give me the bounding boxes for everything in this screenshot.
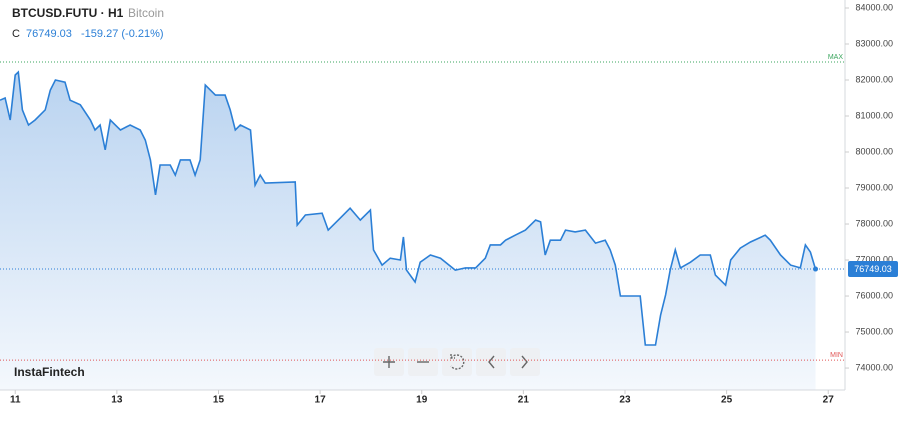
y-tick-label: 74000.00 [855, 362, 893, 372]
y-tick-label: 84000.00 [855, 2, 893, 12]
watermark: InstaFintech [14, 365, 85, 379]
y-tick-label: 76000.00 [855, 290, 893, 300]
y-tick-label: 78000.00 [855, 218, 893, 228]
last-point [813, 266, 819, 272]
x-tick-label: 19 [416, 395, 428, 406]
zoom-in-button[interactable] [374, 348, 404, 376]
y-tick-label: 82000.00 [855, 74, 893, 84]
close-label: C [12, 28, 20, 40]
x-tick-label: 11 [10, 395, 21, 406]
x-tick-label: 13 [111, 395, 123, 406]
max-label: MAX [828, 54, 844, 61]
x-tick-label: 23 [619, 395, 631, 406]
reset-button[interactable] [442, 348, 472, 376]
x-tick-label: 15 [213, 395, 225, 406]
y-tick-label: 81000.00 [855, 110, 893, 120]
y-tick-label: 80000.00 [855, 146, 893, 156]
y-tick-label: 75000.00 [855, 326, 893, 336]
y-tick-label: 77000.00 [855, 254, 893, 264]
last-price-badge [848, 261, 898, 278]
x-tick-label: 21 [518, 395, 530, 406]
y-tick-label: 83000.00 [855, 38, 893, 48]
area-fill [0, 72, 816, 390]
last-price-label: 76749.03 [854, 264, 892, 274]
close-value: 76749.03 [26, 28, 72, 40]
zoom-out-button[interactable] [408, 348, 438, 376]
price-line [0, 70, 817, 346]
scroll-left-button[interactable] [476, 348, 506, 376]
plot-area [0, 70, 819, 390]
x-tick-label: 25 [721, 395, 733, 406]
x-tick-label: 17 [315, 395, 327, 406]
scroll-right-button[interactable] [510, 348, 540, 376]
change-value: -159.27 (-0.21%) [81, 28, 164, 40]
y-tick-label: 79000.00 [855, 182, 893, 192]
description: Bitcoin [128, 6, 164, 20]
symbol: BTCUSD.FUTU · H1 [12, 6, 124, 20]
x-tick-label: 27 [823, 395, 835, 406]
min-label: MIN [830, 352, 843, 359]
